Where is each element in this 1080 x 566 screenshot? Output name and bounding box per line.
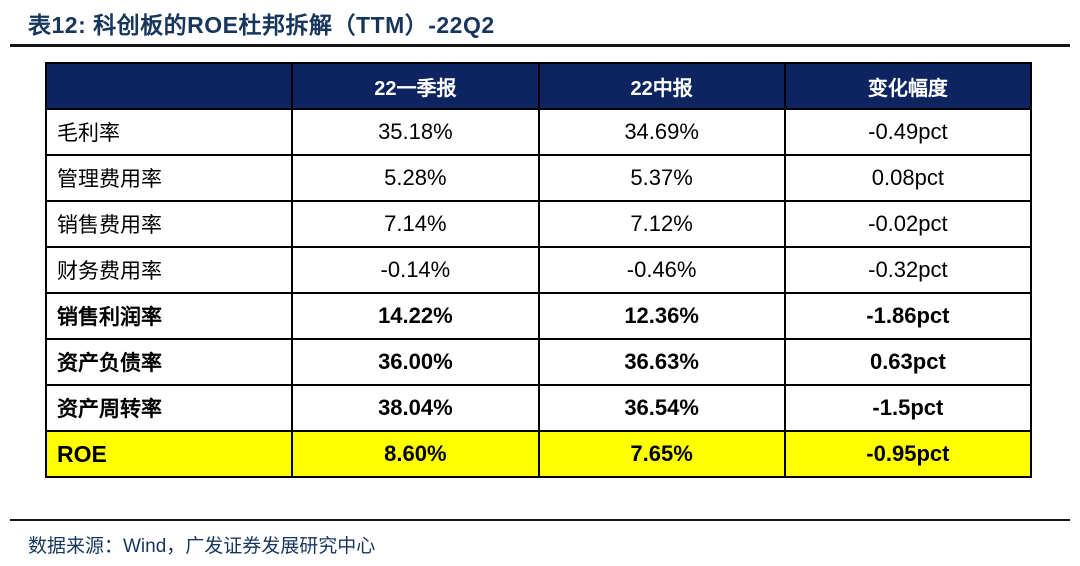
- cell-value: 7.65%: [537, 430, 786, 478]
- row-label: ROE: [44, 430, 294, 478]
- cell-value: -0.46%: [537, 246, 786, 294]
- cell-value: -0.95pct: [783, 430, 1033, 478]
- cell-value: 14.22%: [291, 292, 540, 340]
- cell-value: 5.37%: [537, 154, 786, 202]
- table-row: 毛利率 35.18% 34.69% -0.49pct: [44, 108, 1033, 156]
- column-header: [44, 62, 294, 110]
- cell-value: -1.86pct: [783, 292, 1033, 340]
- table-row: 资产周转率 38.04% 36.54% -1.5pct: [44, 384, 1033, 432]
- row-label: 毛利率: [44, 108, 294, 156]
- table-row: 管理费用率 5.28% 5.37% 0.08pct: [44, 154, 1033, 202]
- cell-value: 0.08pct: [783, 154, 1033, 202]
- cell-value: -0.49pct: [783, 108, 1033, 156]
- row-label: 财务费用率: [44, 246, 294, 294]
- page-title: 表12: 科创板的ROE杜邦拆解（TTM）-22Q2: [28, 12, 495, 38]
- cell-value: -0.14%: [291, 246, 540, 294]
- cell-value: 7.12%: [537, 200, 786, 248]
- cell-value: 36.54%: [537, 384, 786, 432]
- cell-value: 35.18%: [291, 108, 540, 156]
- cell-value: 38.04%: [291, 384, 540, 432]
- table-row: 销售费用率 7.14% 7.12% -0.02pct: [44, 200, 1033, 248]
- cell-value: 34.69%: [537, 108, 786, 156]
- table-header-row: 22一季报 22中报 变化幅度: [44, 62, 1033, 110]
- table-row: ROE 8.60% 7.65% -0.95pct: [44, 430, 1033, 478]
- cell-value: -1.5pct: [783, 384, 1033, 432]
- table-body: 毛利率 35.18% 34.69% -0.49pct 管理费用率 5.28% 5.37% 0.…: [44, 108, 1033, 478]
- column-header: 22一季报: [291, 62, 540, 110]
- cell-value: -0.02pct: [783, 200, 1033, 248]
- row-label: 销售费用率: [44, 200, 294, 248]
- data-table: 22一季报 22中报 变化幅度 毛利率 35.18% 34.69% -0.49pct 管理费…: [44, 62, 1033, 478]
- table-row: 销售利润率 14.22% 12.36% -1.86pct: [44, 292, 1033, 340]
- cell-value: 5.28%: [291, 154, 540, 202]
- row-label: 资产负债率: [44, 338, 294, 386]
- column-header: 22中报: [537, 62, 786, 110]
- column-header: 变化幅度: [783, 62, 1033, 110]
- cell-value: 0.63pct: [783, 338, 1033, 386]
- cell-value: 8.60%: [291, 430, 540, 478]
- footer-divider: [10, 519, 1070, 521]
- row-label: 管理费用率: [44, 154, 294, 202]
- cell-value: 7.14%: [291, 200, 540, 248]
- row-label: 销售利润率: [44, 292, 294, 340]
- table-row: 资产负债率 36.00% 36.63% 0.63pct: [44, 338, 1033, 386]
- cell-value: 36.00%: [291, 338, 540, 386]
- row-label: 资产周转率: [44, 384, 294, 432]
- table-row: 财务费用率 -0.14% -0.46% -0.32pct: [44, 246, 1033, 294]
- cell-value: -0.32pct: [783, 246, 1033, 294]
- cell-value: 12.36%: [537, 292, 786, 340]
- title-underline: [10, 44, 1070, 47]
- source-note: 数据来源：Wind，广发证券发展研究中心: [28, 536, 376, 557]
- cell-value: 36.63%: [537, 338, 786, 386]
